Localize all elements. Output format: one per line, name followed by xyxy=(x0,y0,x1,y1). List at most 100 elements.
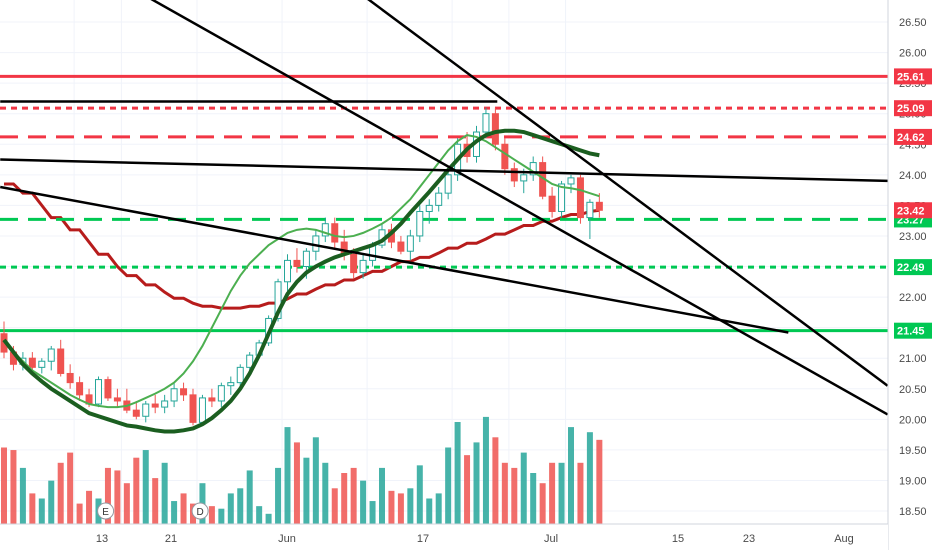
level-tag-label: 24.62 xyxy=(897,132,925,144)
volume-bar xyxy=(407,488,414,524)
candle-body xyxy=(236,366,244,384)
last-price-tag xyxy=(894,202,932,219)
volume-bar xyxy=(388,490,395,524)
volume-bar xyxy=(76,503,83,524)
candle-body xyxy=(57,348,65,374)
candle-body xyxy=(104,379,112,399)
volume-bar xyxy=(67,452,74,524)
candle-body xyxy=(586,201,594,219)
volume-bar xyxy=(104,467,111,524)
volume-bar xyxy=(38,498,45,524)
volume-bar xyxy=(492,437,499,524)
volume-bar xyxy=(464,455,471,524)
candle-body xyxy=(284,259,291,283)
volume-bar xyxy=(86,490,93,524)
volume-bar xyxy=(152,478,159,524)
volume-bar xyxy=(426,498,433,524)
volume-bar xyxy=(237,488,244,524)
candle-body xyxy=(350,253,358,274)
volume-bar xyxy=(142,450,149,524)
volume-bar xyxy=(454,422,461,524)
price-tick-label: 19.00 xyxy=(899,475,927,487)
candle-body xyxy=(435,192,443,206)
candle-body xyxy=(180,388,188,396)
candle-body xyxy=(510,168,518,182)
level-tag-label: 22.49 xyxy=(897,262,925,274)
candle-body xyxy=(416,210,424,237)
volume-bar xyxy=(265,513,272,524)
price-tick-label: 22.00 xyxy=(899,292,927,304)
volume-bar xyxy=(435,493,442,524)
candle-body xyxy=(302,250,310,267)
candle-body xyxy=(28,357,36,368)
volume-bar xyxy=(275,467,282,524)
candle-body xyxy=(567,177,575,185)
volume-bar xyxy=(48,480,55,524)
trend-line xyxy=(150,0,889,416)
volume-bar xyxy=(416,465,423,524)
volume-bar xyxy=(171,501,178,524)
volume-bar xyxy=(397,493,404,524)
price-tick-label: 24.00 xyxy=(899,170,927,182)
candle-body xyxy=(274,281,282,319)
volume-bar xyxy=(369,501,376,524)
level-tag-label: 21.45 xyxy=(897,326,925,338)
level-tag-label: 25.09 xyxy=(897,103,925,115)
candle-body xyxy=(406,235,414,252)
price-axis[interactable]: 26.5026.0025.5025.0024.5024.0023.5023.00… xyxy=(887,0,932,550)
candle-body xyxy=(491,113,499,145)
candle-body xyxy=(132,409,140,417)
volume-bar xyxy=(568,427,574,524)
volume-bar xyxy=(539,483,546,524)
time-tick-label: 21 xyxy=(165,533,177,545)
event-label: E xyxy=(102,507,109,518)
volume-bar xyxy=(114,470,121,524)
grid-lines xyxy=(0,0,888,524)
time-tick-label: 17 xyxy=(417,533,429,545)
candle-body xyxy=(397,241,405,252)
volume-bar xyxy=(331,488,338,524)
price-tick-label: 20.50 xyxy=(899,384,927,396)
volume-bar xyxy=(161,462,168,524)
trend-line xyxy=(0,185,789,334)
candle-body xyxy=(558,183,566,212)
volume-bar xyxy=(596,439,603,524)
volume-bar xyxy=(180,493,187,524)
candle-body xyxy=(444,174,452,194)
candle-body xyxy=(208,397,216,402)
volume-bar xyxy=(445,447,452,524)
volume-bar xyxy=(520,452,527,524)
volume-bar xyxy=(379,467,385,524)
volume-bar xyxy=(341,473,348,524)
candle-body xyxy=(66,372,74,384)
candle-body xyxy=(142,403,150,417)
candle-body xyxy=(312,235,320,252)
volume-bar xyxy=(360,480,367,524)
volume-bar xyxy=(1,447,7,524)
level-tag xyxy=(894,68,932,85)
volume-bar xyxy=(312,437,319,524)
volume-bar xyxy=(350,467,357,524)
price-tick-label: 26.50 xyxy=(899,17,927,29)
volume-bar xyxy=(29,493,36,524)
candle-body xyxy=(482,113,490,133)
candle-body xyxy=(548,195,556,212)
event-label: D xyxy=(196,507,203,518)
time-axis-bg xyxy=(0,524,888,550)
volume-bar xyxy=(256,506,263,524)
volume-bar xyxy=(473,442,480,524)
last-price-label: 23.42 xyxy=(897,205,925,217)
price-tick-label: 21.00 xyxy=(899,353,927,365)
candle-body xyxy=(520,174,528,182)
time-axis[interactable]: 13 Jun 21 17 Jul 15 23 Aug xyxy=(0,523,888,550)
level-tag xyxy=(894,259,932,276)
candle-body xyxy=(359,259,367,274)
level-tag xyxy=(894,322,932,339)
candle-body xyxy=(576,177,584,219)
volume-bar xyxy=(322,462,329,524)
candle-body xyxy=(501,143,509,170)
volume-bar xyxy=(218,508,225,524)
time-tick-label: Jul xyxy=(544,533,558,545)
